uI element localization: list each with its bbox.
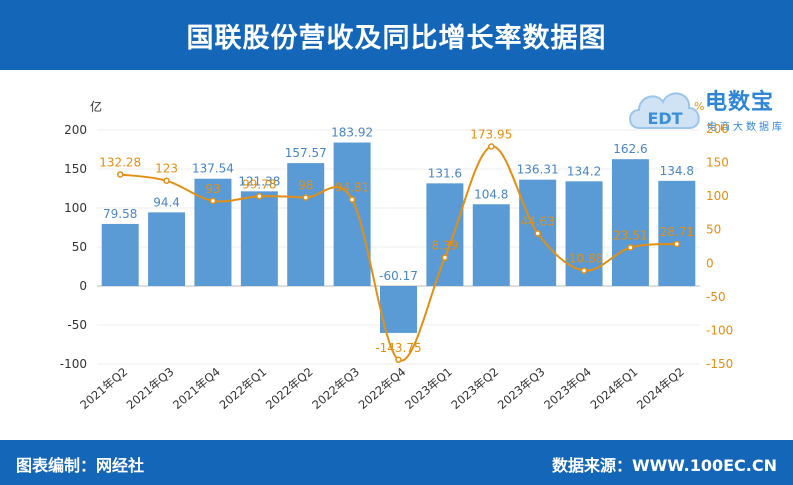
bar-value-label: 134.8 [660, 164, 694, 178]
line-point [627, 244, 634, 251]
logo: EDT 电数宝 电商大数据库 [625, 78, 790, 140]
category-label: 2022年Q3 [309, 365, 362, 412]
line-value-label: 8.39 [432, 239, 459, 253]
right-axis-tick: 200 [706, 122, 729, 136]
category-label: 2023年Q1 [402, 365, 455, 412]
bar [240, 191, 278, 286]
footer-editor: 图表编制：网经社 [16, 456, 145, 475]
left-axis-tick: 150 [64, 162, 87, 176]
bar-value-label: 131.6 [428, 166, 462, 180]
logo-icon-text: EDT [647, 109, 682, 128]
line-point [534, 230, 541, 237]
right-axis-unit: % [694, 100, 704, 113]
line-value-label: -143.75 [375, 341, 421, 355]
bar-value-label: 136.31 [517, 163, 559, 177]
bar [472, 204, 510, 286]
line-point [395, 356, 402, 364]
category-label: 2024年Q2 [634, 365, 687, 412]
bar-value-label: 79.58 [103, 207, 137, 221]
bar [287, 163, 325, 286]
left-axis-tick: 0 [79, 279, 87, 293]
growth-line [120, 145, 677, 362]
bar [380, 286, 417, 333]
left-axis-tick: -100 [60, 357, 87, 371]
line-value-label: 173.95 [470, 127, 512, 141]
right-axis-tick: -50 [706, 290, 726, 304]
bar [426, 183, 464, 286]
bar-value-label: 137.54 [192, 162, 234, 176]
bar-value-label: 104.8 [474, 187, 508, 201]
line-point [580, 267, 588, 274]
cloud-icon: EDT [629, 92, 700, 129]
line-value-label: 44.63 [520, 214, 554, 228]
right-axis-tick: 0 [706, 256, 714, 270]
line-point [488, 143, 495, 150]
left-axis-tick: -50 [67, 318, 87, 332]
right-axis-tick: 150 [706, 156, 729, 170]
category-label: 2021年Q2 [77, 365, 130, 412]
line-value-label: 23.51 [613, 229, 647, 243]
category-label: 2022年Q4 [356, 365, 409, 412]
line-point [256, 193, 263, 200]
category-label: 2022年Q1 [217, 365, 270, 412]
bar [611, 159, 649, 286]
line-value-label: 132.28 [99, 155, 141, 169]
category-label: 2023年Q3 [495, 365, 548, 412]
line-point [302, 194, 309, 201]
bar-value-label: 183.92 [331, 126, 373, 140]
line-value-label: -10.88 [565, 252, 604, 266]
line-value-label: 123 [155, 162, 178, 176]
line-value-label: 99.78 [242, 177, 276, 191]
bar [333, 142, 371, 286]
left-axis-unit: 亿 [90, 100, 103, 114]
right-axis-tick: 100 [706, 189, 729, 203]
category-label: 2022年Q2 [263, 365, 316, 412]
category-label: 2023年Q4 [541, 365, 594, 412]
title-bar: 国联股份营收及同比增长率数据图 [0, 0, 793, 70]
bar [148, 212, 186, 286]
category-label: 2021年Q3 [124, 365, 177, 412]
line-point [163, 177, 170, 184]
line-point [441, 254, 449, 261]
line-point [209, 197, 217, 205]
line-point [116, 171, 124, 178]
category-label: 2024年Q1 [588, 365, 641, 412]
bar-value-label: 94.4 [153, 195, 180, 209]
category-label: 2023年Q2 [448, 365, 501, 412]
footer-source: 数据来源：WWW.100EC.CN [551, 456, 777, 475]
bar [658, 180, 696, 286]
line-point [673, 240, 681, 248]
logo-subtitle: 电商大数据库 [707, 122, 785, 133]
footer: 图表编制：网经社 数据来源：WWW.100EC.CN [0, 440, 793, 485]
left-axis-tick: 50 [72, 240, 87, 254]
logo-brand: 电数宝 [705, 90, 775, 115]
left-axis-tick: 200 [64, 123, 87, 137]
bar-value-label: 134.2 [567, 164, 601, 178]
bar-value-label: -60.17 [379, 269, 418, 283]
right-axis-tick: -150 [706, 357, 733, 371]
right-axis-tick: 50 [706, 223, 721, 237]
line-value-label: 28.71 [660, 225, 694, 239]
right-axis-tick: -100 [706, 323, 733, 337]
bar-value-label: 162.6 [613, 142, 647, 156]
line-point [348, 196, 356, 203]
bar [101, 223, 139, 286]
line-value-label: 98 [298, 178, 313, 192]
bar-value-label: 121.38 [238, 174, 280, 188]
line-value-label: 93 [205, 182, 220, 196]
page-title: 国联股份营收及同比增长率数据图 [186, 22, 607, 54]
chart-area: -100 -50 0 50 100 150 200 -150 -100 -50 0 50 100 150 2… [60, 100, 733, 412]
bar-value-label: 157.57 [285, 146, 327, 160]
category-label: 2021年Q4 [170, 365, 223, 412]
left-axis-tick: 100 [64, 201, 87, 215]
line-value-label: 94.81 [335, 181, 369, 195]
